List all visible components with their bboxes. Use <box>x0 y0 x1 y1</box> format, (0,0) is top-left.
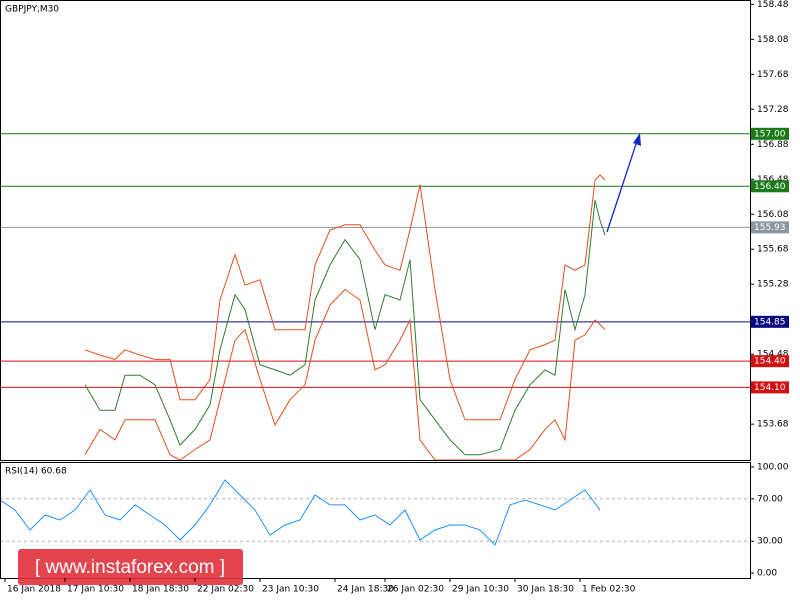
watermark-box <box>18 549 243 585</box>
level-label: 154.10 <box>754 383 786 393</box>
level-label: 156.40 <box>754 182 786 192</box>
level-label: 154.40 <box>754 357 786 367</box>
y-tick-label: 154.48 <box>757 350 789 360</box>
y-tick-label: 100.00 <box>757 462 789 472</box>
y-tick-label: 157.68 <box>757 70 789 80</box>
level-tag <box>751 355 789 368</box>
level-tag <box>751 180 789 193</box>
x-tick-label: 16 Jan 2018 <box>7 585 61 595</box>
y-tick-label: 156.88 <box>757 140 789 150</box>
y-tick-label: 30.00 <box>757 537 783 547</box>
x-tick-label: 24 Jan 18:30 <box>337 585 394 595</box>
x-tick-label: 26 Jan 02:30 <box>387 585 444 595</box>
arrow-head <box>633 133 641 146</box>
x-tick-label: 30 Jan 18:30 <box>517 585 574 595</box>
y-tick-label: 155.68 <box>757 245 789 255</box>
y-tick-label: 157.28 <box>757 105 789 115</box>
y-tick-label: 156.48 <box>757 175 789 185</box>
x-tick-label: 18 Jan 18:30 <box>132 585 189 595</box>
level-tag <box>751 315 789 328</box>
rsi-title: RSI(14) 60.68 <box>5 467 67 477</box>
series-line <box>0 479 601 546</box>
plot-layer <box>0 133 750 546</box>
watermark: [ www.instaforex.com ] <box>35 557 225 578</box>
series-line <box>84 288 606 461</box>
chart-title: GBPJPY,M30 <box>5 5 59 15</box>
series-line <box>84 200 606 456</box>
forecast-arrow <box>606 140 638 233</box>
level-label: 155.93 <box>754 223 786 233</box>
level-label: 154.85 <box>754 317 786 327</box>
level-tag <box>751 381 789 394</box>
rsi-frame <box>0 462 751 579</box>
price-frame <box>0 0 751 461</box>
y-tick-label: 153.68 <box>757 420 789 430</box>
series-line <box>84 174 606 421</box>
level-tag <box>751 221 789 234</box>
x-tick-label: 22 Jan 02:30 <box>197 585 254 595</box>
y-tick-label: 70.00 <box>757 494 783 504</box>
level-tag <box>751 127 789 140</box>
x-tick-label: 29 Jan 10:30 <box>452 585 509 595</box>
x-tick-label: 17 Jan 10:30 <box>67 585 124 595</box>
x-tick-label: 23 Jan 10:30 <box>262 585 319 595</box>
level-label: 157.00 <box>754 129 786 139</box>
y-tick-label: 158.08 <box>757 35 789 45</box>
y-tick-label: 155.28 <box>757 280 789 290</box>
y-tick-label: 156.08 <box>757 210 789 220</box>
y-tick-label: 158.48 <box>757 0 789 10</box>
x-tick-label: 1 Feb 02:30 <box>582 585 636 595</box>
y-tick-label: 0.00 <box>757 569 777 579</box>
